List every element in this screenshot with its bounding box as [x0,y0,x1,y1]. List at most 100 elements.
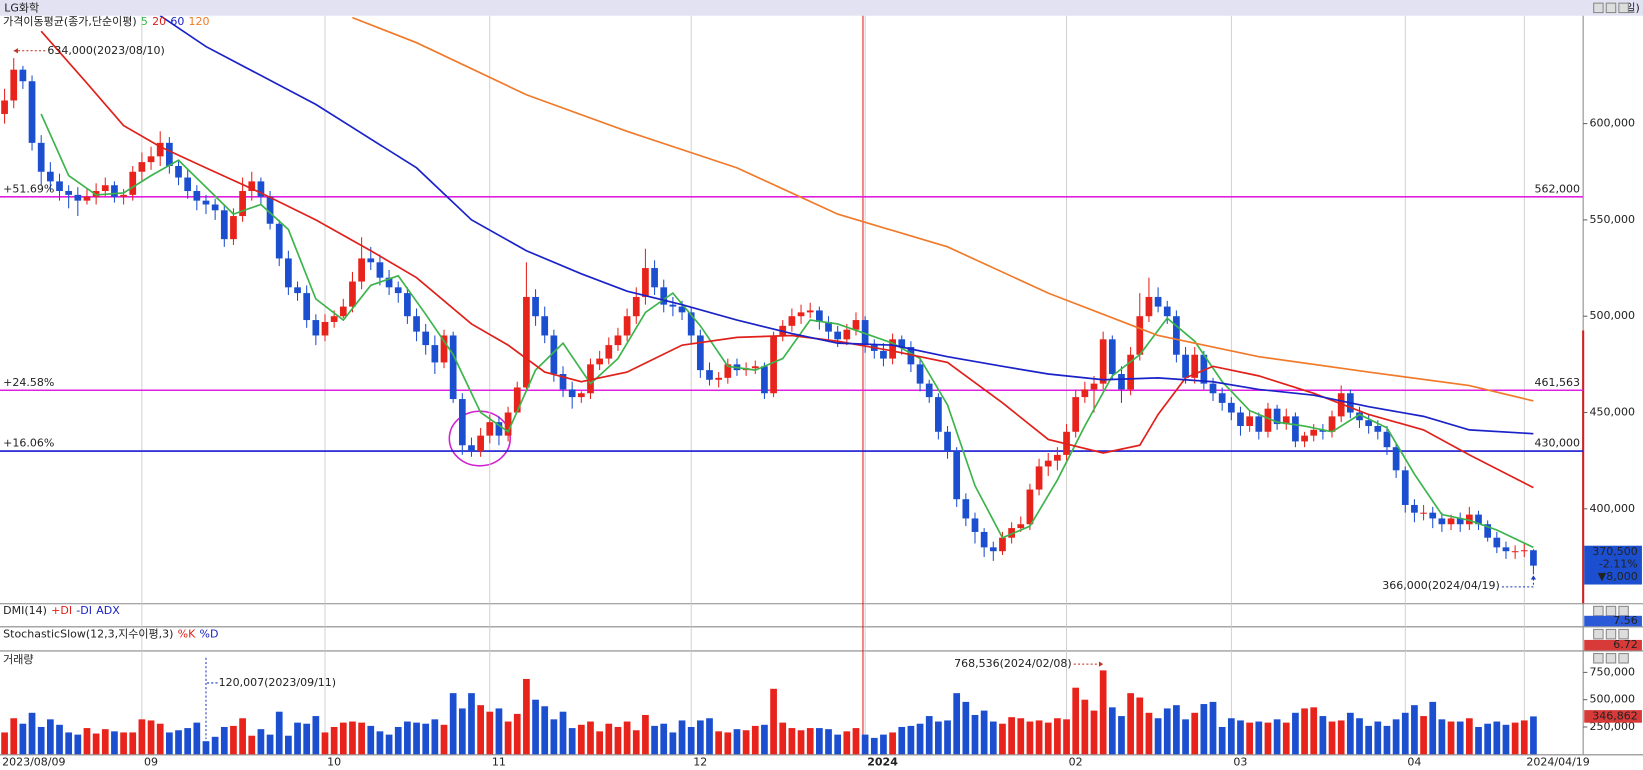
level-value-label: 461,563 [1534,376,1580,389]
volume-bar [1090,710,1098,755]
candle-body [294,287,301,294]
indicator-legend: %K [178,628,196,641]
volume-bar [1044,722,1052,755]
volume-bar [944,720,951,755]
volume-bar [1465,718,1473,755]
x-tick-label: 10 [327,756,341,769]
volume-bar [10,718,18,755]
last-volume: 346,862 [1592,709,1638,722]
candle-body [925,383,933,398]
candle-body [1356,412,1363,421]
volume-bar [532,699,539,755]
volume-bar [889,732,896,755]
candle-body [449,335,457,400]
icon[interactable] [1593,653,1604,664]
volume-bar [1438,719,1446,755]
ma-legend: 가격이동평균(종가,단순이평) 5 20 60 120 [3,15,209,28]
candle-body [523,296,530,388]
candle-body [1182,354,1189,378]
candle-body [1044,460,1052,467]
volume-bar [861,734,869,755]
volume-bar [1264,722,1272,755]
volume-bar [642,714,649,755]
icon[interactable] [1605,628,1617,640]
candle-body [1447,518,1455,525]
candle-body [266,196,274,224]
volume-bar [880,734,887,755]
volume-bar [687,726,695,755]
candle-body [1026,489,1034,525]
volume-bar [1017,718,1025,755]
volume-bar [431,719,439,755]
candle-body [1237,412,1244,426]
icon[interactable] [1593,628,1604,640]
candle-body [1127,354,1134,390]
icon[interactable] [1593,605,1604,617]
candle-body [989,547,997,552]
candle-body [83,196,91,201]
volume-bar [266,734,274,755]
volume-bar [898,726,906,755]
volume-bar [257,729,265,755]
volume-bar [477,705,484,755]
candle-body [1090,383,1098,390]
icon[interactable] [1618,653,1629,664]
volume-bar [742,730,750,755]
candle-body [1328,416,1336,432]
volume-bar [147,720,155,755]
icon[interactable] [1593,2,1604,14]
candle-body [532,296,539,317]
candle-body [1301,435,1308,442]
candle-body [623,316,631,336]
icon[interactable] [1618,628,1629,640]
volume-bar [1237,720,1244,755]
volume-bar [1099,670,1107,755]
candle-body [376,262,384,278]
volume-bar [825,729,832,755]
volume-bar [440,724,448,755]
candle-body [37,142,45,172]
candle-body [321,321,329,336]
volume-bar [788,728,796,755]
icon[interactable] [1605,653,1617,664]
candle-body [1118,373,1125,390]
volume-bar [1127,693,1134,755]
indicator-legend: -DI [76,604,92,617]
last-value: 7.56 [1613,614,1638,627]
candle-body [367,258,375,263]
candle-body [74,194,82,201]
volume-bar [376,731,384,755]
volume-title: 거래량 [3,653,33,666]
volume-bar [834,734,842,755]
volume-bar [385,734,393,755]
candle-body [788,316,796,326]
icon[interactable] [1618,2,1629,14]
candle-body [1520,550,1528,552]
volume-bar [550,719,558,755]
volume-bar [248,735,256,755]
candle-body [111,185,118,197]
volume-bar [1227,718,1235,755]
volume-bar [1191,712,1199,755]
candle-body [825,321,832,332]
last-price: 370,500 [1592,545,1638,558]
icon[interactable] [1605,2,1617,14]
volume-bar [1328,721,1336,755]
candle-body [816,310,823,322]
level-pct-label: +51.69% [3,182,54,195]
candle-body [669,304,677,307]
volume-bar [358,722,365,755]
stock-title: LG화학 [4,1,39,14]
candle-body [1456,518,1464,525]
volume-bar [706,718,713,755]
candle-body [660,287,668,305]
x-tick-label: 02 [1069,756,1083,769]
volume-bar [715,731,723,755]
volume-bar [1475,726,1482,755]
volume-bar [761,724,768,755]
last-volume-box [1584,710,1642,723]
candle-body [1218,393,1226,403]
volume-bar [285,735,292,755]
candle-body [916,364,924,384]
